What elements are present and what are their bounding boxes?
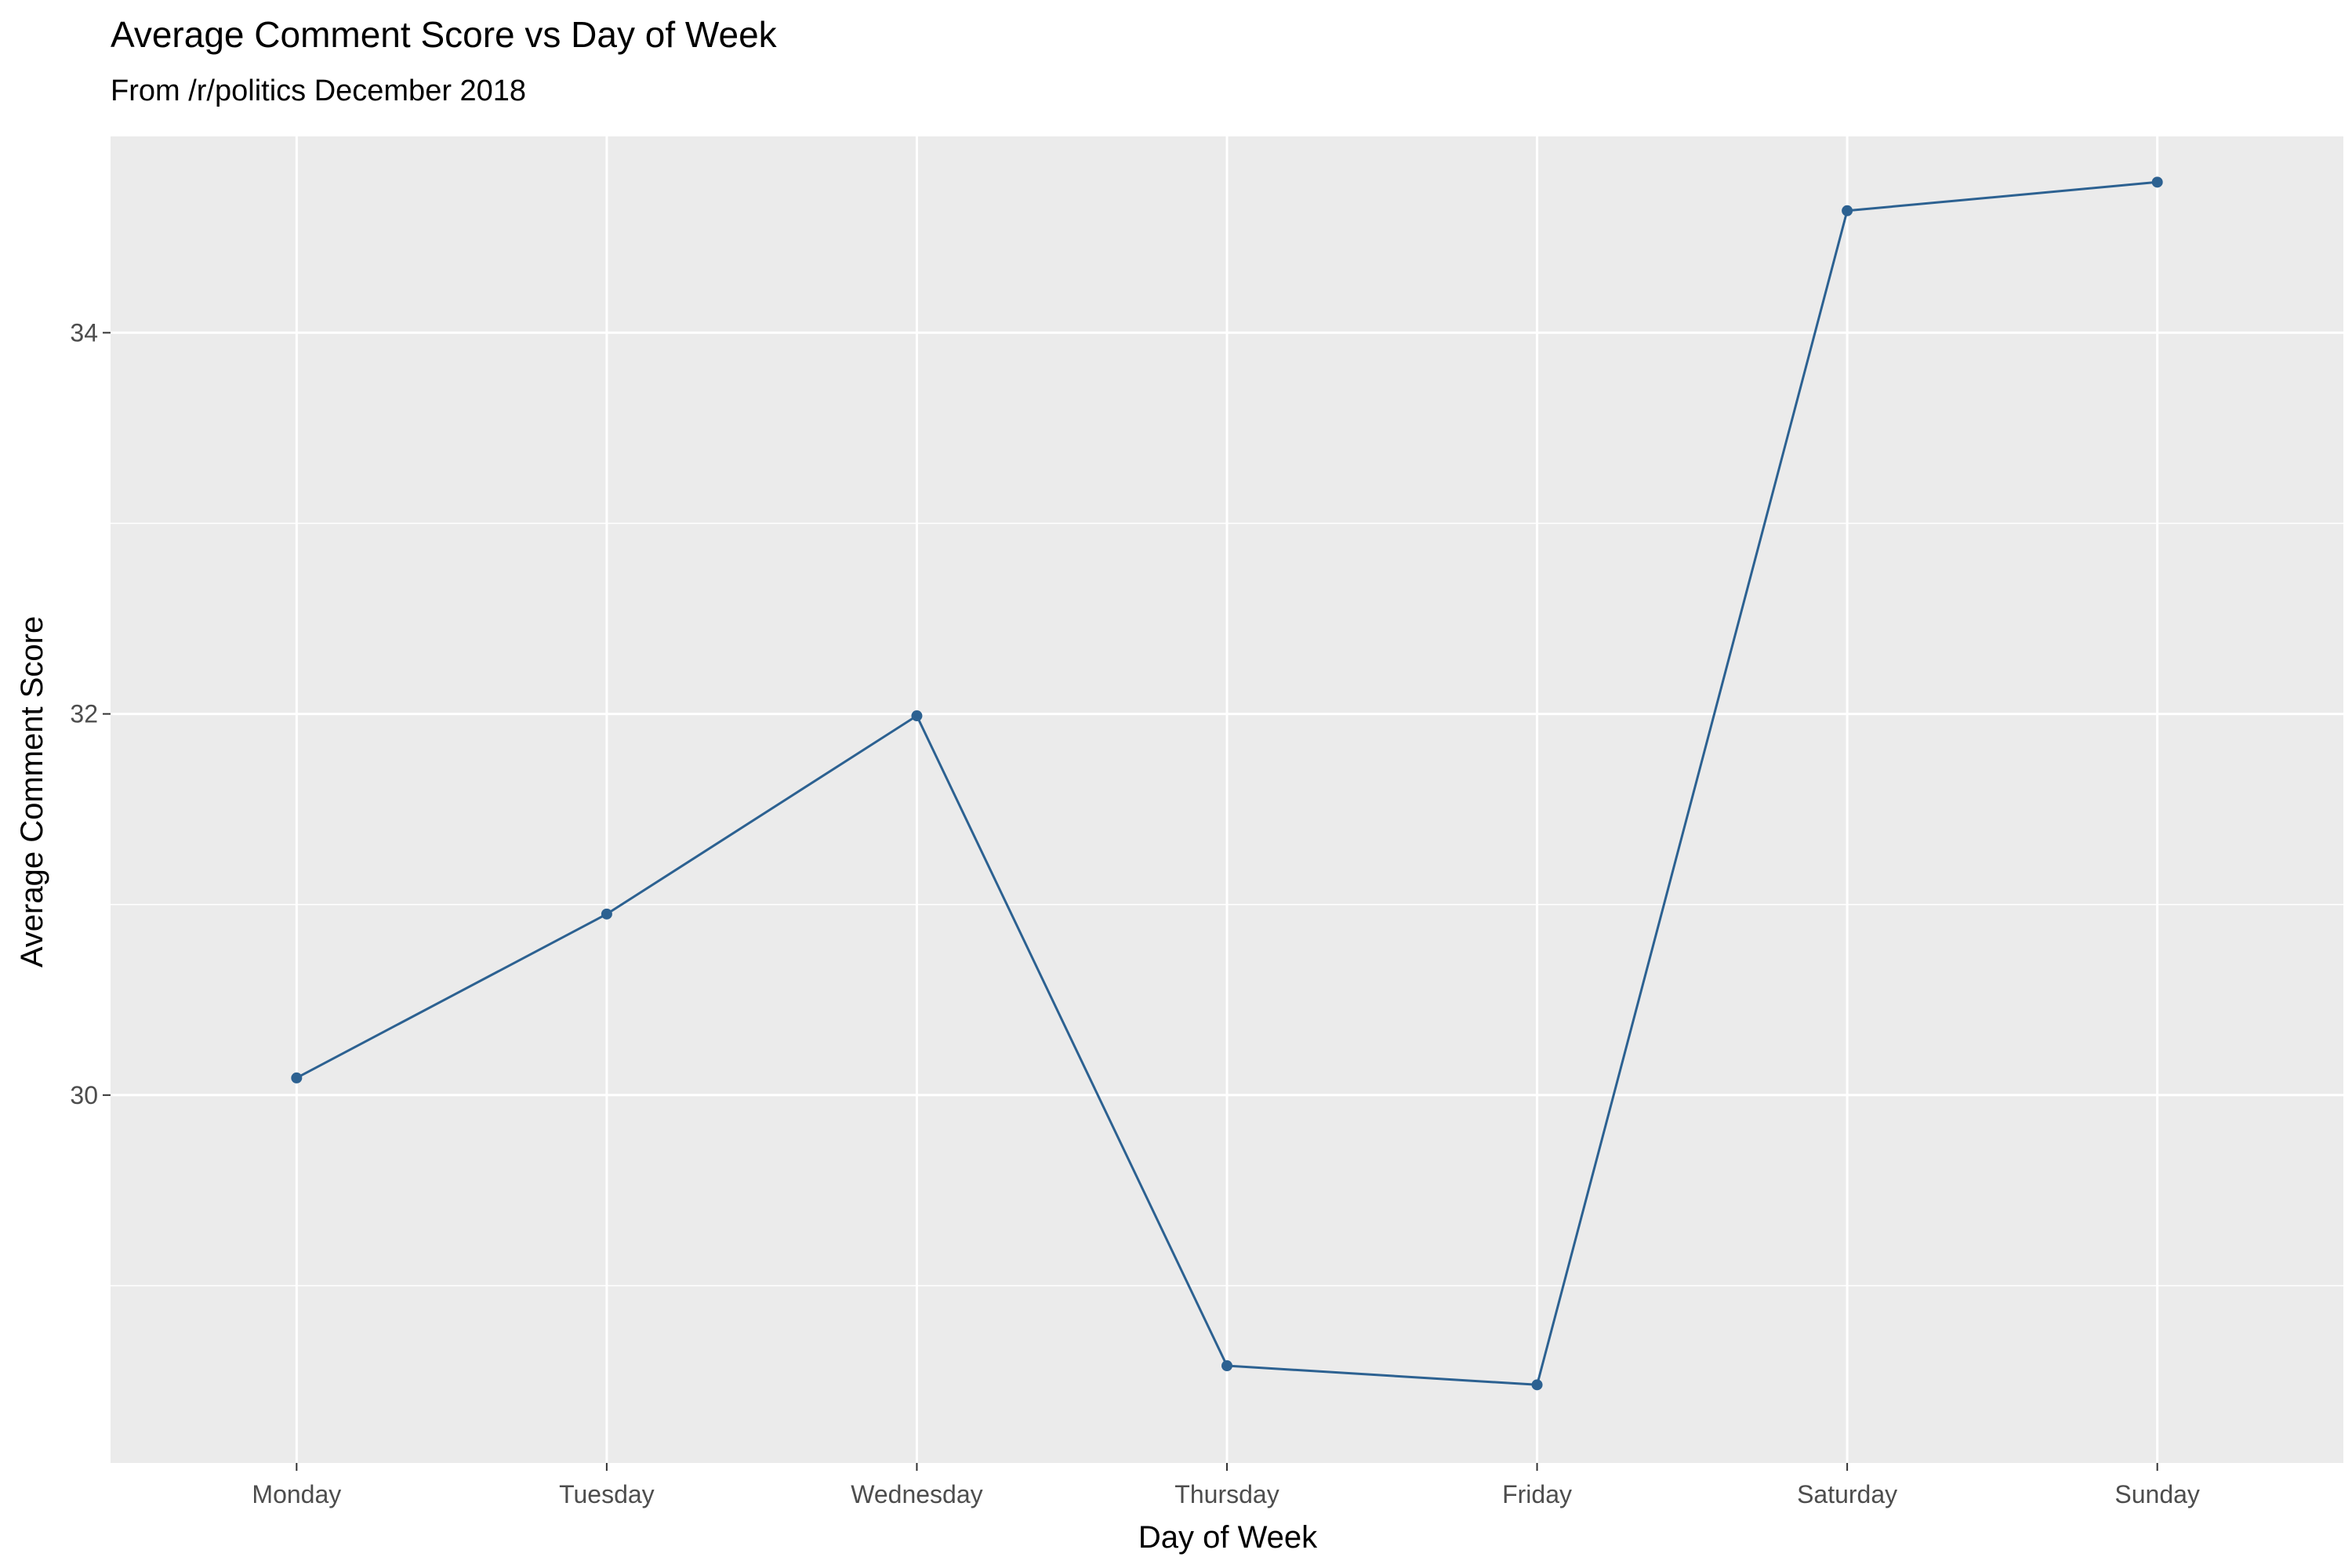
data-point [291, 1072, 303, 1083]
series-layer [291, 176, 2163, 1391]
y-tick-label: 30 [70, 1081, 98, 1109]
x-tick-label: Wednesday [851, 1480, 982, 1508]
x-tick-label: Sunday [2114, 1480, 2200, 1508]
data-point [1531, 1379, 1543, 1391]
data-point [1221, 1360, 1232, 1372]
x-tick-label: Monday [252, 1480, 341, 1508]
x-tick-label: Saturday [1797, 1480, 1897, 1508]
x-tick-label: Thursday [1174, 1480, 1279, 1508]
data-point [601, 908, 612, 920]
x-tick-label: Tuesday [559, 1480, 655, 1508]
x-tick-label: Friday [1502, 1480, 1572, 1508]
y-tick-label: 34 [70, 318, 98, 347]
y-axis-title: Average Comment Score [15, 616, 49, 967]
data-point [1842, 205, 1853, 216]
chart-subtitle: From /r/politics December 2018 [111, 74, 526, 107]
y-axis: 30 32 34 [70, 318, 111, 1109]
data-point [2151, 176, 2163, 188]
chart-title: Average Comment Score vs Day of Week [111, 14, 778, 55]
data-point [911, 710, 923, 722]
y-tick-label: 32 [70, 700, 98, 728]
major-gridlines [111, 136, 2343, 1463]
x-axis: Monday Tuesday Wednesday Thursday Friday Satu… [252, 1463, 2200, 1508]
x-axis-title: Day of Week [1138, 1520, 1318, 1555]
